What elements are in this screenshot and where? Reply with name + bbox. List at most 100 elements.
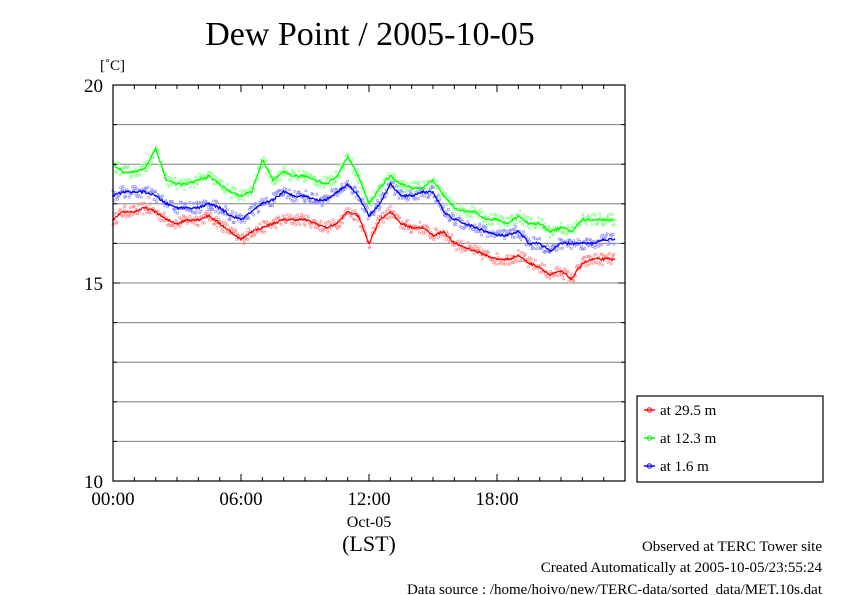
- sample-point: [316, 183, 320, 187]
- sample-point: [413, 180, 417, 184]
- sample-point: [458, 247, 462, 251]
- sample-point: [388, 205, 392, 209]
- data-point: [261, 159, 264, 162]
- sample-point: [190, 210, 194, 214]
- sample-point: [131, 213, 135, 217]
- sample-point: [303, 177, 307, 181]
- data-point: [389, 210, 392, 213]
- sample-point: [321, 184, 325, 188]
- sample-point: [121, 213, 125, 217]
- sample-point: [234, 211, 238, 215]
- data-point: [496, 234, 498, 237]
- sample-point: [428, 187, 432, 191]
- sample-point: [224, 221, 228, 225]
- sample-point: [213, 221, 217, 225]
- sample-point: [262, 156, 266, 160]
- sample-point: [127, 214, 131, 218]
- data-point: [144, 191, 146, 193]
- x-axis-label: (LST): [342, 531, 396, 556]
- sample-point: [245, 230, 249, 234]
- sample-point: [277, 170, 281, 174]
- data-point: [154, 210, 157, 213]
- sample-point: [122, 188, 126, 192]
- sample-point: [269, 169, 273, 173]
- data-point: [261, 226, 264, 229]
- sample-point: [472, 252, 476, 256]
- data-point: [272, 222, 274, 225]
- sample-point: [523, 253, 527, 257]
- sample-point: [582, 255, 586, 259]
- sample-point: [131, 185, 135, 189]
- data-point: [240, 194, 242, 197]
- sample-point: [281, 173, 285, 177]
- data-point: [357, 194, 360, 197]
- sample-point: [333, 221, 337, 225]
- sample-point: [466, 219, 470, 223]
- sample-point: [456, 239, 460, 243]
- data-point: [240, 238, 242, 241]
- sample-point: [401, 190, 405, 194]
- sample-point: [143, 208, 147, 212]
- sample-point: [166, 183, 170, 187]
- sample-point: [405, 198, 409, 202]
- sample-point: [581, 247, 585, 251]
- sample-point: [133, 212, 137, 216]
- sample-point: [454, 248, 458, 252]
- data-point: [261, 202, 264, 205]
- sample-point: [580, 244, 583, 248]
- sample-point: [497, 214, 501, 218]
- sample-point: [149, 187, 153, 191]
- sample-point: [611, 233, 615, 236]
- sample-point: [440, 194, 443, 198]
- grid-lines: [113, 84, 625, 482]
- sample-point: [446, 208, 450, 212]
- data-point: [410, 194, 413, 197]
- sample-point: [587, 254, 591, 258]
- sample-point: [300, 212, 304, 216]
- sample-point: [306, 215, 310, 219]
- sample-point: [218, 219, 222, 223]
- sample-point: [159, 219, 163, 223]
- sample-point: [520, 250, 524, 254]
- sample-point: [188, 201, 192, 205]
- sample-point: [311, 192, 315, 196]
- data-point: [272, 198, 274, 201]
- sample-point: [572, 230, 576, 234]
- data-point: [442, 230, 445, 233]
- sample-point: [537, 245, 541, 249]
- sample-point: [475, 246, 479, 250]
- sample-point: [411, 185, 415, 189]
- sample-point: [126, 165, 130, 169]
- sample-point: [305, 178, 309, 182]
- sample-point: [167, 185, 171, 189]
- sample-point: [147, 195, 151, 199]
- sample-point: [338, 224, 342, 228]
- sample-point: [197, 211, 201, 215]
- sample-point: [469, 227, 472, 231]
- sample-point: [388, 172, 391, 176]
- sample-point: [283, 168, 286, 172]
- data-point: [442, 210, 445, 213]
- sample-point: [279, 223, 283, 227]
- data-point: [293, 218, 296, 221]
- sample-point: [114, 171, 118, 174]
- data-point: [549, 274, 552, 276]
- sample-point: [280, 168, 284, 172]
- sample-point: [449, 196, 453, 200]
- sample-point: [113, 211, 117, 215]
- sample-point: [557, 266, 561, 270]
- sample-point: [410, 230, 414, 234]
- sample-point: [589, 239, 593, 243]
- sample-point: [293, 215, 297, 219]
- sample-point: [459, 239, 463, 243]
- sample-point: [392, 181, 396, 185]
- sample-point: [605, 232, 609, 236]
- sample-point: [390, 214, 394, 218]
- sample-point: [155, 145, 158, 149]
- sample-point: [139, 195, 143, 199]
- sample-point: [152, 198, 156, 201]
- sample-point: [486, 235, 490, 239]
- data-point: [560, 226, 562, 229]
- sample-point: [557, 237, 561, 241]
- sample-point: [151, 155, 155, 159]
